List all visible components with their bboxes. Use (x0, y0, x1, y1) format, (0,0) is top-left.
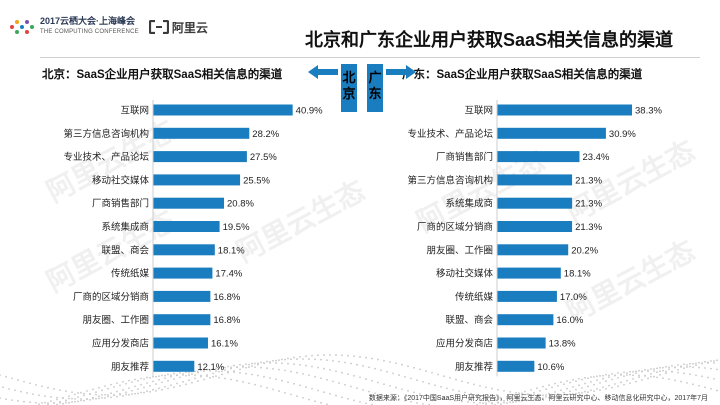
category-label: 朋友圈、工作圈 (82, 314, 149, 326)
bar (497, 221, 573, 232)
category-label: 传统纸媒 (111, 268, 150, 280)
category-label: 厂商销售部门 (436, 151, 493, 163)
right-arrow-icon (386, 65, 416, 79)
bar (497, 290, 557, 302)
category-label: 联盟、商会 (101, 244, 149, 256)
category-label: 互联网 (120, 106, 149, 117)
category-label: 厂商销售部门 (92, 198, 149, 210)
category-label: 应用分发商店 (436, 338, 493, 350)
value-label: 18.1% (564, 269, 591, 280)
value-label: 16.8% (213, 315, 240, 326)
value-label: 25.5% (243, 175, 270, 186)
bar (153, 104, 293, 116)
bar (497, 244, 569, 256)
conference-logo-icon (10, 20, 34, 34)
value-label: 40.9% (296, 106, 323, 117)
value-label: 16.1% (211, 339, 238, 350)
conference-logo: 2017云栖大会·上海峰会 THE COMPUTING CONFERENCE 阿… (6, 12, 208, 42)
category-label: 厂商的区域分销商 (73, 291, 149, 303)
aliyun-logo-icon (148, 20, 169, 34)
value-label: 23.4% (582, 152, 609, 163)
value-label: 30.9% (609, 129, 636, 140)
bar (153, 197, 225, 209)
beijing-label: 北京 (341, 64, 357, 112)
bar (153, 127, 250, 139)
bar (153, 360, 195, 372)
title-divider (40, 57, 700, 58)
guangdong-chart-title: 广东：SaaS企业用户获取SaaS相关信息的渠道 (402, 69, 643, 81)
value-label: 21.3% (575, 199, 602, 210)
bar (153, 221, 220, 232)
data-source-note: 数据来源：《2017中国SaaS用户研究报告》，阿里云生态、阿里云研究中心、移动… (368, 395, 708, 402)
category-label: 应用分发商店 (92, 338, 149, 350)
value-label: 27.5% (250, 152, 277, 163)
value-label: 16.0% (556, 315, 583, 326)
category-label: 传统纸媒 (455, 291, 494, 303)
category-label: 朋友推荐 (455, 361, 494, 373)
value-label: 19.5% (223, 222, 250, 233)
logo-line1: 2017云栖大会·上海峰会 (40, 16, 136, 26)
value-label: 21.3% (575, 175, 602, 186)
category-label: 第三方信息咨询机构 (63, 128, 149, 140)
value-label: 10.6% (537, 362, 564, 373)
value-label: 12.1% (197, 362, 224, 373)
left-arrow-icon (308, 65, 338, 79)
bar (153, 267, 213, 279)
bar (153, 290, 211, 302)
bar (153, 174, 241, 186)
category-label: 互联网 (464, 106, 493, 117)
page-title: 北京和广东企业用户获取SaaS相关信息的渠道 (305, 30, 674, 50)
beijing-chart-title: 北京：SaaS企业用户获取SaaS相关信息的渠道 (42, 69, 283, 81)
category-label: 专业技术、产品论坛 (63, 151, 149, 163)
bar (497, 314, 554, 326)
beijing-label-text: 北京 (342, 70, 356, 101)
bar (497, 360, 535, 372)
category-label: 第三方信息咨询机构 (407, 174, 493, 186)
category-label: 移动社交媒体 (92, 174, 150, 186)
bar (497, 104, 632, 116)
category-label: 移动社交媒体 (436, 268, 494, 280)
category-label: 朋友推荐 (111, 361, 150, 373)
value-label: 17.0% (560, 292, 587, 303)
category-label: 朋友圈、工作圈 (426, 244, 493, 256)
value-label: 38.3% (635, 106, 662, 117)
category-label: 系统集成商 (445, 198, 493, 210)
category-label: 系统集成商 (101, 221, 149, 233)
guangdong-label: 广东 (367, 64, 383, 112)
guangdong-label-text: 广东 (368, 70, 382, 101)
bar (153, 314, 211, 326)
value-label: 18.1% (218, 245, 245, 256)
brand-name: 阿里云 (171, 20, 208, 35)
bar (497, 127, 606, 139)
bar (497, 337, 546, 349)
value-label: 17.4% (215, 269, 242, 280)
value-label: 13.8% (549, 339, 576, 350)
value-label: 16.8% (213, 292, 240, 303)
bar (153, 337, 208, 349)
logo-line2: THE COMPUTING CONFERENCE (40, 29, 139, 35)
bar (497, 197, 573, 209)
bar (497, 267, 561, 279)
category-label: 专业技术、产品论坛 (407, 128, 493, 140)
bar (497, 151, 580, 163)
bar (153, 151, 247, 163)
bar (153, 244, 215, 256)
value-label: 20.2% (571, 245, 598, 256)
category-label: 厂商的区域分销商 (417, 221, 493, 233)
bar (497, 174, 573, 186)
aliyun-logo: 阿里云 (148, 19, 208, 36)
value-label: 21.3% (575, 222, 602, 233)
value-label: 20.8% (227, 199, 254, 210)
category-label: 联盟、商会 (445, 314, 493, 326)
value-label: 28.2% (252, 129, 279, 140)
